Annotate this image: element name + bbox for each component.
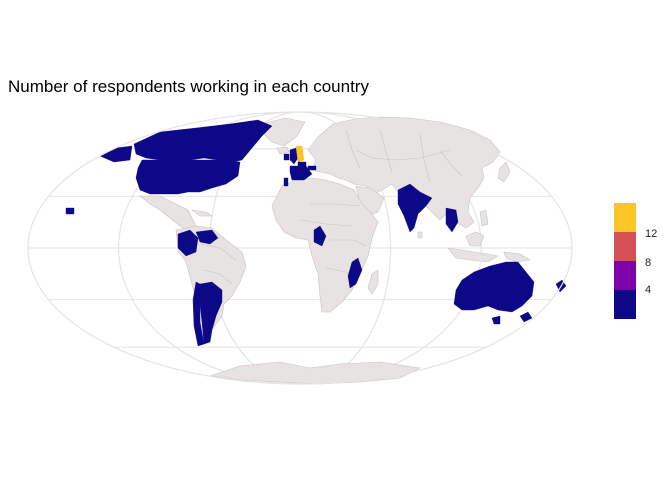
country-chile — [192, 281, 205, 347]
legend-tick-12: 12 — [645, 228, 658, 240]
country-sri-lanka — [417, 231, 423, 239]
country-venezuela — [195, 229, 219, 245]
region-mexico-central-america — [139, 195, 197, 233]
country-philippines — [479, 209, 489, 227]
legend-tick-4: 4 — [645, 284, 652, 296]
country-argentina — [199, 281, 223, 345]
region-caribbean — [191, 209, 213, 217]
country-japan — [497, 161, 511, 183]
country-greenland — [261, 117, 306, 147]
country-mozambique — [347, 257, 363, 289]
country-france — [289, 165, 313, 181]
country-cameroon — [313, 225, 327, 247]
country-colombia — [177, 229, 199, 257]
country-australia — [453, 261, 535, 313]
page-title: Number of respondents working in each co… — [8, 77, 369, 96]
country-united-states — [135, 159, 241, 195]
country-iceland — [276, 146, 290, 155]
country-belgium — [297, 161, 307, 167]
country-australia-tasmania — [491, 315, 501, 325]
legend — [614, 203, 636, 319]
country-netherlands — [295, 145, 305, 163]
country-united-kingdom — [289, 147, 299, 165]
legend-swatch-3 — [614, 203, 636, 232]
country-indonesia — [447, 247, 499, 263]
land-layer — [65, 116, 567, 385]
country-indonesia-borneo — [465, 231, 485, 247]
country-madagascar — [367, 269, 379, 295]
globe-outline — [27, 111, 573, 385]
island-hawaii — [65, 207, 75, 215]
country-papua-new-guinea — [503, 251, 531, 263]
country-thailand — [445, 207, 459, 233]
legend-swatch-1 — [614, 261, 636, 290]
country-borders — [199, 129, 463, 285]
country-ireland — [283, 153, 290, 161]
legend-swatch-0 — [614, 290, 636, 319]
landmass-antarctica — [209, 361, 421, 385]
legend-swatch-2 — [614, 232, 636, 261]
country-portugal — [283, 177, 289, 187]
legend-tick-8: 8 — [645, 257, 652, 269]
country-india — [397, 183, 433, 233]
country-canada — [133, 119, 273, 163]
country-new-zealand — [519, 311, 533, 323]
country-switzerland — [307, 165, 317, 171]
